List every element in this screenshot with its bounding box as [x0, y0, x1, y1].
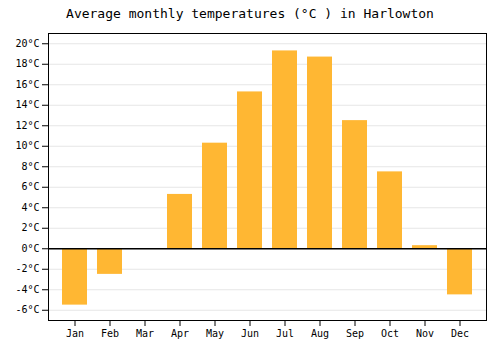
svg-text:Sep: Sep	[346, 328, 364, 339]
svg-text:12°C: 12°C	[15, 120, 39, 131]
svg-text:Oct: Oct	[381, 328, 399, 339]
svg-text:6°C: 6°C	[21, 181, 39, 192]
svg-text:May: May	[206, 328, 224, 339]
svg-text:16°C: 16°C	[15, 79, 39, 90]
svg-text:-2°C: -2°C	[15, 263, 39, 274]
svg-text:0°C: 0°C	[21, 243, 39, 254]
svg-text:18°C: 18°C	[15, 58, 39, 69]
svg-text:10°C: 10°C	[15, 140, 39, 151]
html-text:Average monthly temperatures (: Average monthly temperatures (°C ) in Ha…	[66, 6, 434, 21]
svg-text:Mar: Mar	[136, 328, 154, 339]
svg-text:4°C: 4°C	[21, 202, 39, 213]
svg-text:20°C: 20°C	[15, 38, 39, 49]
svg-text:14°C: 14°C	[15, 99, 39, 110]
svg-text:Jun: Jun	[241, 328, 259, 339]
svg-text:Nov: Nov	[416, 328, 434, 339]
svg-text:Feb: Feb	[101, 328, 119, 339]
svg-text:Aug: Aug	[311, 328, 329, 339]
svg-text:-4°C: -4°C	[15, 284, 39, 295]
svg-text:Jan: Jan	[66, 328, 84, 339]
svg-text:Jul: Jul	[276, 328, 294, 339]
svg-text:Apr: Apr	[171, 328, 189, 339]
svg-text:Dec: Dec	[451, 328, 469, 339]
svg-text:-6°C: -6°C	[15, 304, 39, 315]
svg-text:8°C: 8°C	[21, 161, 39, 172]
svg-text:2°C: 2°C	[21, 222, 39, 233]
